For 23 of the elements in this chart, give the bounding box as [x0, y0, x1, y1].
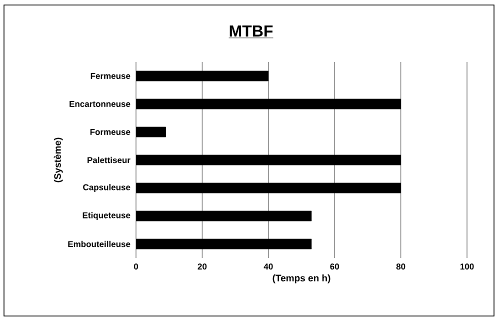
bar — [136, 126, 166, 138]
y-tick-label: Encartonneuse — [70, 101, 130, 107]
x-tick-label: 40 — [264, 264, 273, 270]
x-tick-label: 100 — [460, 264, 474, 270]
y-tick-label: Fermeuse — [90, 73, 130, 79]
y-tick-label: Embouteilleuse — [68, 240, 130, 248]
chart-title: MTBF — [230, 25, 273, 36]
y-axis-title: (Système) — [54, 138, 63, 182]
bar — [136, 154, 402, 166]
y-tick-label: Etiqueteuse — [82, 212, 130, 220]
y-tick-label: Palettiseur — [88, 156, 130, 164]
x-tick-label: 0 — [134, 264, 138, 270]
y-tick-label: Formeuse — [90, 129, 130, 135]
bar — [136, 70, 269, 82]
bar — [136, 182, 402, 194]
x-tick-label: 20 — [198, 264, 207, 270]
x-tick-label: 60 — [330, 264, 339, 270]
x-axis-title: (Temps en h) — [272, 274, 330, 284]
bar — [136, 210, 312, 222]
bar — [136, 238, 312, 250]
bar — [136, 98, 402, 110]
x-tick-label: 80 — [396, 264, 406, 270]
y-tick-label: Capsuleuse — [83, 184, 130, 192]
